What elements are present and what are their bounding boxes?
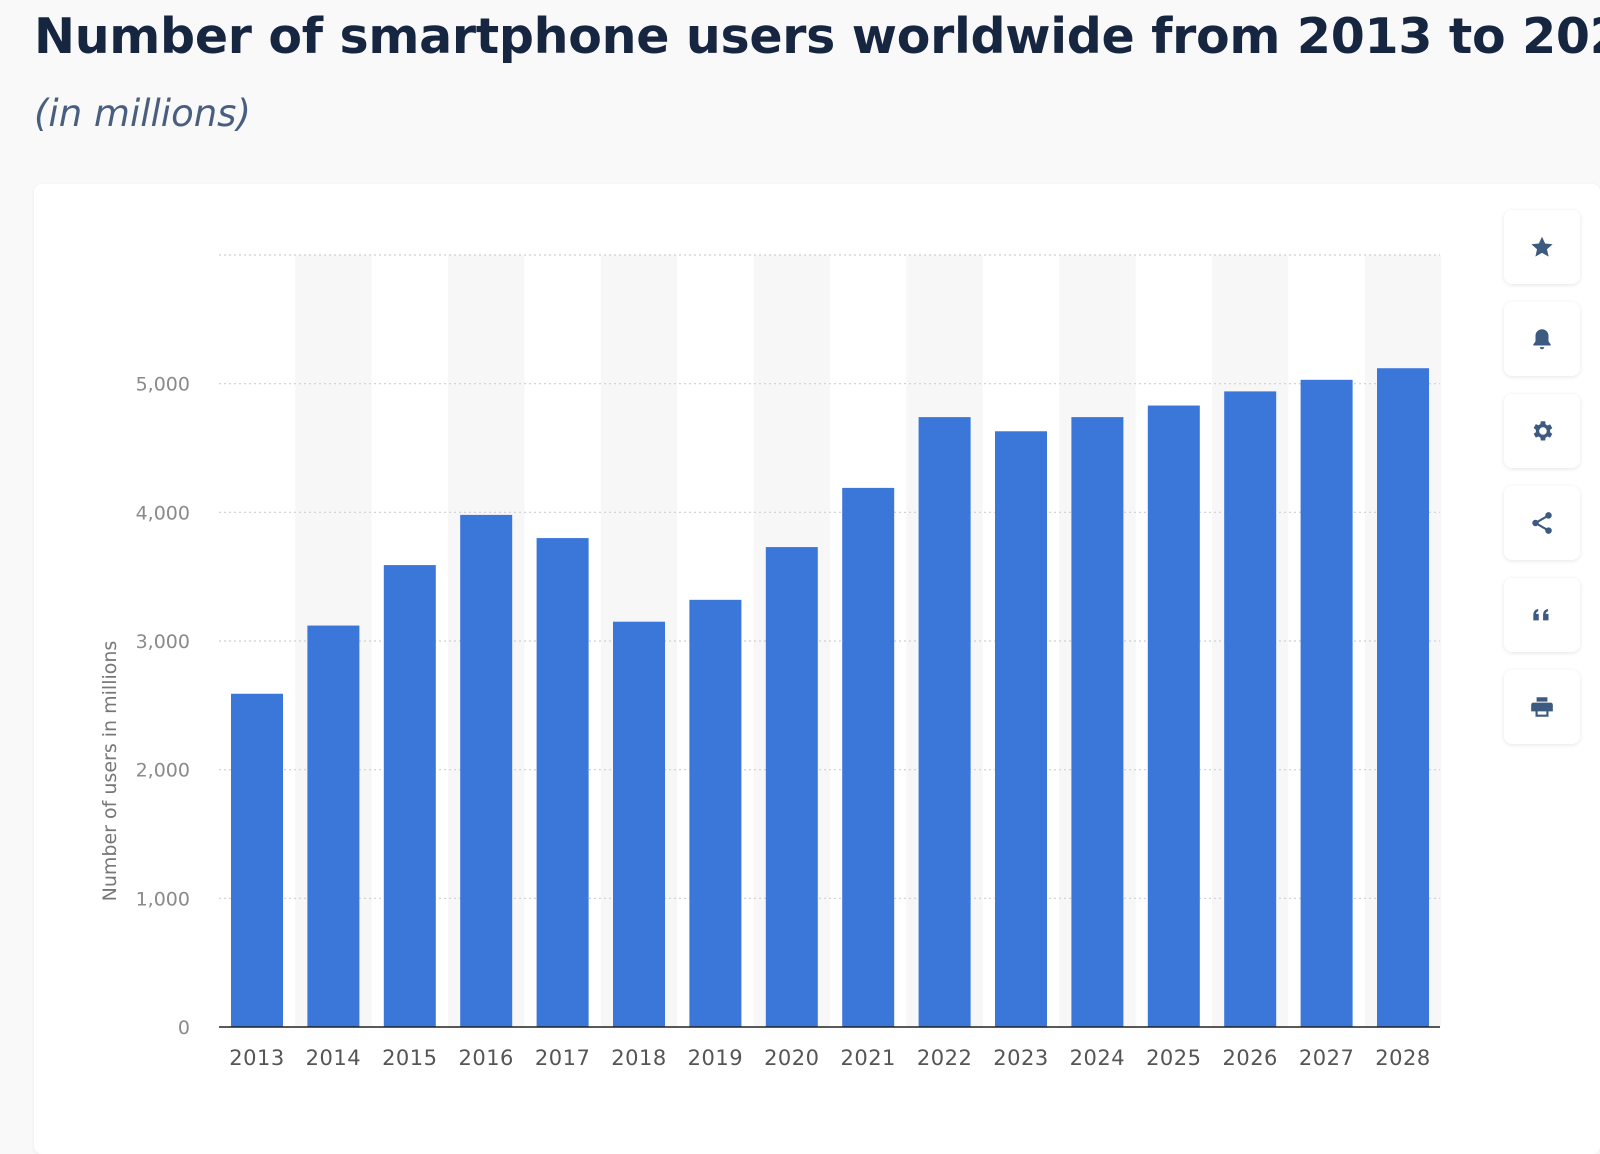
x-tick-label: 2027	[1299, 1046, 1354, 1070]
star-icon	[1531, 236, 1553, 257]
y-axis: 0 1,000 2,000 3,000 4,000 5,000 Number of user…	[99, 374, 190, 1039]
cite-button[interactable]	[1504, 578, 1580, 652]
chart-title: Number of smartphone users worldwide fro…	[34, 8, 1600, 65]
bar-chart: 2013 2014 2015 2016 2017 2018 2019 2020 2021 2022…	[99, 254, 1442, 1070]
bar-2014[interactable]	[307, 625, 360, 1027]
bar-2022[interactable]	[918, 417, 971, 1027]
share-icon	[1532, 512, 1552, 534]
quote-icon	[1533, 609, 1549, 621]
y-tick-label: 3,000	[136, 631, 190, 653]
x-tick-label: 2016	[458, 1046, 513, 1070]
grid-lines	[219, 254, 1440, 899]
bar-2026[interactable]	[1224, 391, 1277, 1027]
y-tick-label: 2,000	[136, 760, 190, 782]
bookmark-button[interactable]	[1504, 210, 1580, 284]
x-tick-label: 2014	[306, 1046, 361, 1070]
y-tick-label: 1,000	[136, 888, 190, 910]
bar-2027[interactable]	[1300, 379, 1353, 1028]
bar-2015[interactable]	[383, 565, 436, 1027]
bar-2021[interactable]	[842, 487, 895, 1027]
bar-2024[interactable]	[1071, 417, 1124, 1027]
bar-2016[interactable]	[460, 514, 513, 1027]
y-tick-label: 5,000	[136, 374, 190, 396]
x-axis: 2013 2014 2015 2016 2017 2018 2019 2020 2021 2022…	[219, 1026, 1440, 1070]
bar-2019[interactable]	[689, 599, 742, 1027]
bar-2018[interactable]	[613, 621, 665, 1027]
bar-2017[interactable]	[536, 538, 589, 1027]
settings-button[interactable]	[1504, 394, 1580, 468]
bar-2028[interactable]	[1377, 368, 1429, 1027]
x-tick-label: 2019	[688, 1046, 743, 1070]
x-tick-label: 2023	[993, 1046, 1048, 1070]
x-tick-label: 2020	[764, 1046, 819, 1070]
print-icon	[1531, 697, 1553, 717]
x-tick-label: 2028	[1375, 1046, 1430, 1070]
bar-2013[interactable]	[231, 693, 283, 1027]
chart-card: 2013 2014 2015 2016 2017 2018 2019 2020 2021 2022…	[34, 184, 1600, 1154]
notification-button[interactable]	[1504, 302, 1580, 376]
bars	[231, 368, 1429, 1028]
bell-icon	[1533, 329, 1551, 350]
x-tick-label: 2021	[840, 1046, 895, 1070]
x-tick-label: 2026	[1222, 1046, 1277, 1070]
chart-subtitle: (in millions)	[34, 92, 251, 135]
y-axis-label: Number of users in millions	[99, 641, 121, 902]
x-tick-label: 2025	[1146, 1046, 1201, 1070]
x-tick-label: 2022	[917, 1046, 972, 1070]
gear-icon	[1533, 421, 1553, 441]
y-tick-label: 4,000	[136, 502, 190, 524]
bar-2020[interactable]	[765, 547, 818, 1027]
bar-2025[interactable]	[1147, 405, 1200, 1027]
y-tick-label: 0	[178, 1017, 190, 1039]
bar-2023[interactable]	[995, 431, 1047, 1027]
x-tick-label: 2013	[229, 1046, 284, 1070]
x-tick-label: 2017	[535, 1046, 590, 1070]
x-tick-label: 2018	[611, 1046, 666, 1070]
print-button[interactable]	[1504, 670, 1580, 744]
x-tick-label: 2015	[382, 1046, 437, 1070]
x-tick-label: 2024	[1070, 1046, 1125, 1070]
chart-toolbar	[1504, 210, 1580, 762]
share-button[interactable]	[1504, 486, 1580, 560]
